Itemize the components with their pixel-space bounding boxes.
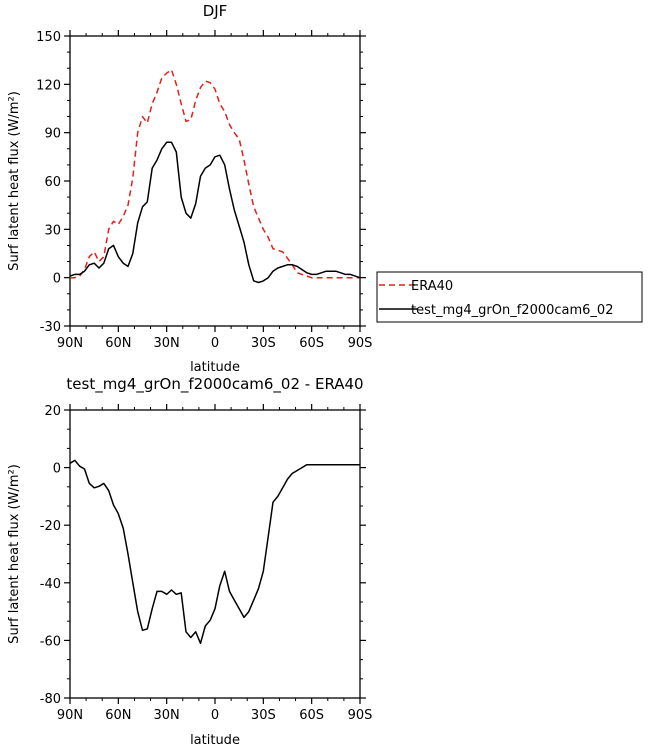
series-line-era40 xyxy=(70,69,360,279)
y-tick-label: 0 xyxy=(53,272,61,287)
x-tick-label: 0 xyxy=(211,708,219,723)
x-tick-label: 30S xyxy=(251,708,276,723)
bottom-chart: test_mg4_grOn_f2000cam6_02 - ERA40 -80 -6… xyxy=(7,375,372,748)
top-y-ticks: -30 0 30 60 90 120 150 xyxy=(36,30,366,335)
y-tick-label: 120 xyxy=(36,78,61,93)
x-tick-label: 0 xyxy=(211,336,219,351)
bottom-chart-title: test_mg4_grOn_f2000cam6_02 - ERA40 xyxy=(66,375,363,394)
bottom-plot-frame xyxy=(69,409,361,699)
x-tick-label: 30N xyxy=(154,708,180,723)
bottom-x-ticks: 90N 60N 30N 0 30S 60S 90S xyxy=(57,404,373,723)
x-tick-label: 90S xyxy=(348,708,373,723)
y-tick-label: 0 xyxy=(53,462,61,477)
bottom-y-axis-title: Surf latent heat flux (W/m²) xyxy=(7,464,22,644)
legend-label-era40: ERA40 xyxy=(411,279,453,294)
x-tick-label: 60N xyxy=(105,708,131,723)
legend: ERA40 test_mg4_grOn_f2000cam6_02 xyxy=(376,271,643,323)
x-tick-label: 90S xyxy=(348,336,373,351)
y-tick-label: -80 xyxy=(40,692,61,707)
y-tick-label: -30 xyxy=(40,320,61,335)
top-plot-frame xyxy=(69,35,361,327)
x-tick-label: 90N xyxy=(57,708,83,723)
series-line-series-0 xyxy=(69,459,360,645)
legend-label-test: test_mg4_grOn_f2000cam6_02 xyxy=(411,303,613,318)
top-chart: DJF -30 0 30 60 90 120 150 90N 60N 30N 0 30S 60S 90S… xyxy=(7,2,372,375)
y-tick-label: -20 xyxy=(40,519,61,534)
x-tick-label: 30N xyxy=(154,336,180,351)
bottom-x-axis-title: latitude xyxy=(190,733,240,748)
top-series-lines xyxy=(69,69,361,284)
y-tick-label: -60 xyxy=(40,634,61,649)
top-x-axis-title: latitude xyxy=(190,360,240,375)
x-tick-label: 60S xyxy=(299,708,324,723)
y-tick-label: 20 xyxy=(44,404,61,419)
bottom-series-lines xyxy=(69,459,360,645)
y-tick-label: 30 xyxy=(44,223,61,238)
bottom-y-ticks: -80 -60 -40 -20 0 20 xyxy=(40,404,366,707)
y-tick-label: 60 xyxy=(44,175,61,190)
series-line-test-mg4-gron-f2000cam6-02 xyxy=(69,141,361,284)
y-tick-label: 150 xyxy=(36,30,61,45)
x-tick-label: 60N xyxy=(105,336,131,351)
legend-box xyxy=(376,271,643,323)
y-tick-label: 90 xyxy=(44,127,61,142)
top-chart-title: DJF xyxy=(203,2,228,20)
x-tick-label: 90N xyxy=(57,336,83,351)
top-x-ticks: 90N 60N 30N 0 30S 60S 90S xyxy=(57,30,373,351)
x-tick-label: 60S xyxy=(299,336,324,351)
top-y-axis-title: Surf latent heat flux (W/m²) xyxy=(7,91,22,271)
y-tick-label: -40 xyxy=(40,577,61,592)
x-tick-label: 30S xyxy=(251,336,276,351)
